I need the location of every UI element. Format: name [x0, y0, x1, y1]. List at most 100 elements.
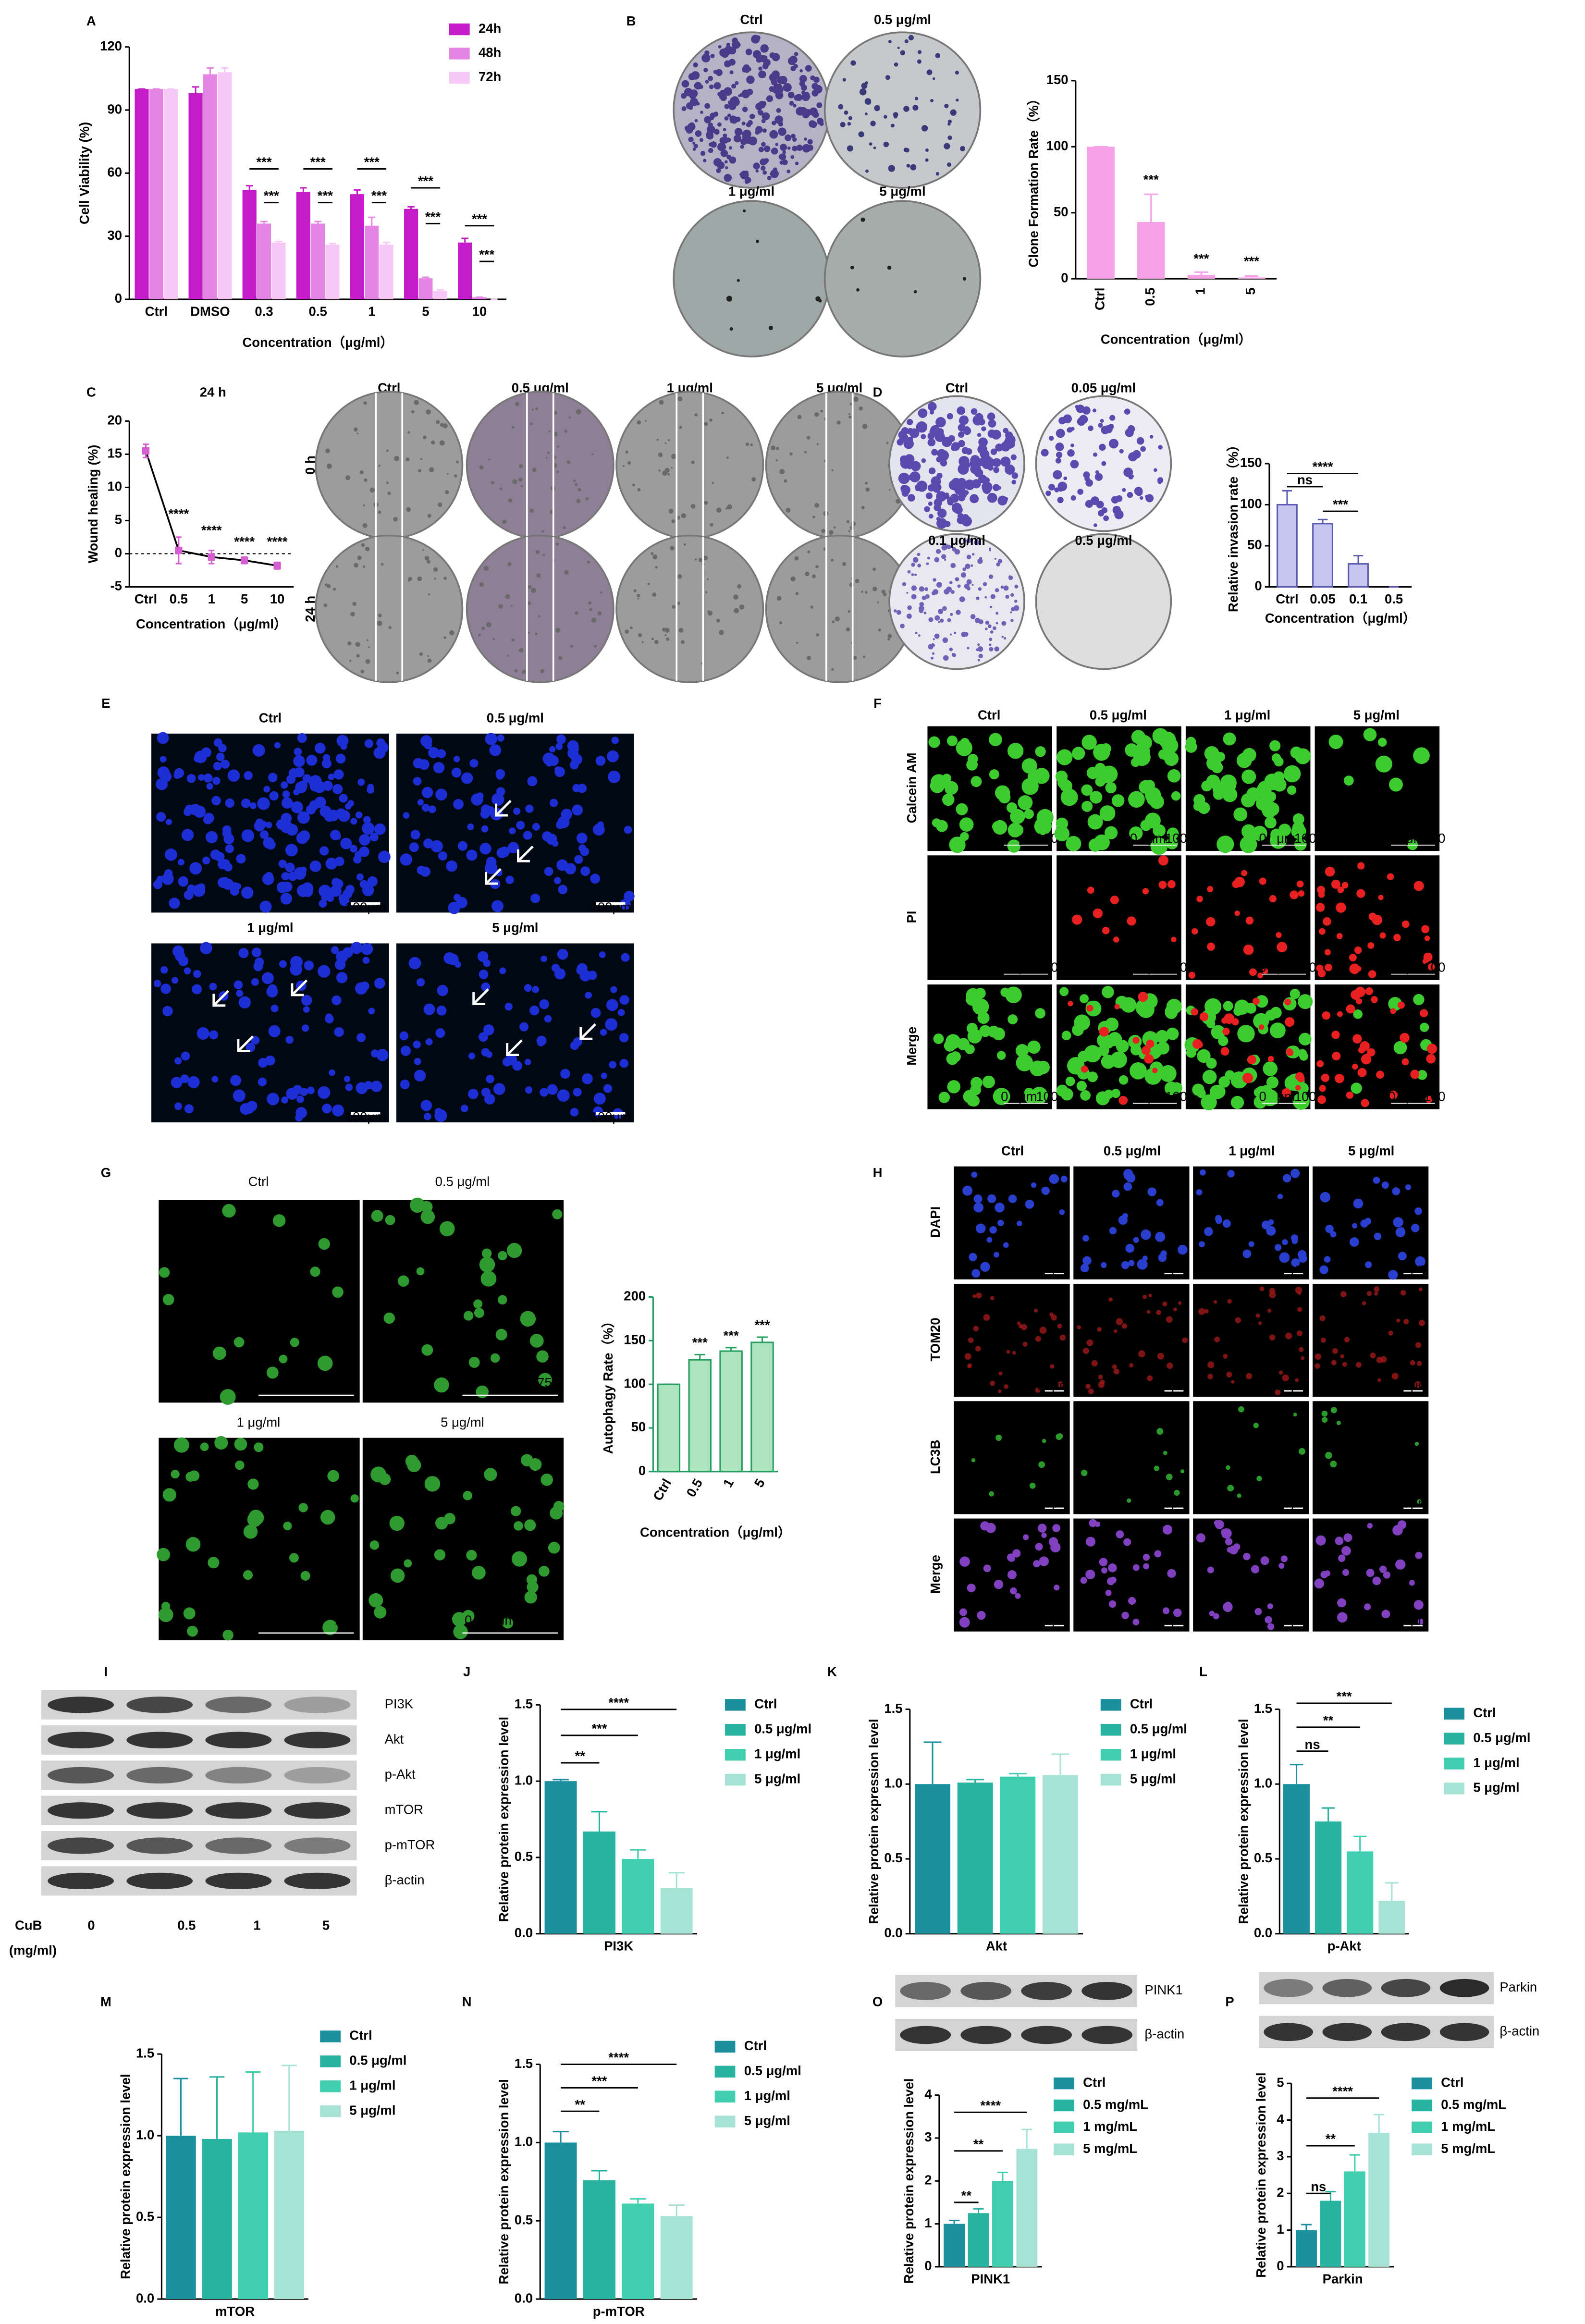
colony	[733, 594, 738, 600]
colony	[1056, 452, 1063, 458]
cell	[990, 1296, 995, 1301]
cell	[1162, 1607, 1170, 1614]
colony	[950, 563, 956, 568]
cell	[233, 1089, 246, 1102]
colony	[989, 638, 993, 641]
colony	[750, 443, 753, 446]
blot-band	[960, 2026, 1012, 2044]
cell	[421, 1344, 433, 1356]
colony	[708, 75, 713, 81]
colony	[492, 638, 495, 640]
colony	[911, 585, 917, 591]
colony	[921, 434, 926, 440]
cell	[376, 1049, 389, 1061]
x-axis-label: Concentration（μg/ml）	[1265, 611, 1416, 626]
blot-band	[48, 1802, 114, 1819]
column-label: 5 μg/ml	[1348, 1143, 1394, 1158]
colony	[983, 582, 987, 587]
cell	[1125, 743, 1139, 757]
cell	[238, 948, 249, 959]
colony	[805, 571, 810, 577]
colony	[511, 638, 515, 642]
cell	[544, 867, 553, 876]
cell	[361, 943, 373, 955]
cell	[1285, 1017, 1295, 1027]
colony	[907, 428, 914, 435]
cell	[246, 1043, 255, 1052]
cell	[198, 774, 205, 781]
cell	[310, 1267, 320, 1277]
cell	[434, 1109, 447, 1122]
cell	[1278, 1370, 1283, 1375]
colony	[944, 143, 950, 149]
colony	[946, 162, 952, 167]
cell	[360, 981, 369, 991]
cell	[1180, 1469, 1185, 1474]
cell	[950, 1051, 961, 1062]
cell	[414, 1070, 426, 1082]
blot-band	[205, 1697, 272, 1713]
cell	[588, 971, 597, 980]
cell	[1330, 1407, 1337, 1414]
cell	[998, 1389, 1002, 1393]
cell	[314, 742, 326, 754]
colony	[952, 653, 956, 657]
colony	[1003, 497, 1008, 502]
colony	[794, 556, 799, 561]
cell	[1017, 1220, 1022, 1227]
y-tick-label: 120	[100, 38, 122, 53]
cell	[1395, 1227, 1406, 1238]
cell	[200, 1442, 209, 1451]
cell	[1241, 870, 1248, 876]
cell	[1331, 879, 1340, 889]
scale-label: 100	[1036, 831, 1058, 846]
image-label: 0.5 μg/ml	[435, 1174, 490, 1189]
cell	[192, 984, 202, 995]
cell	[1035, 1387, 1041, 1393]
cell	[1076, 1081, 1087, 1091]
colony	[819, 121, 824, 126]
cell	[280, 893, 292, 905]
cell	[283, 873, 291, 880]
colony	[794, 95, 800, 101]
cell	[1085, 1000, 1102, 1017]
colony	[990, 630, 994, 634]
cell	[600, 1029, 607, 1036]
colony	[521, 485, 523, 487]
colony	[1128, 452, 1138, 462]
cell	[218, 744, 227, 752]
x-tick-label: PINK1	[971, 2272, 1010, 2287]
colony	[928, 514, 934, 519]
colony	[706, 125, 715, 134]
line	[145, 450, 278, 567]
cell	[241, 798, 251, 808]
cell	[1036, 1060, 1050, 1074]
colony	[748, 136, 758, 146]
cell	[1100, 743, 1111, 754]
y-tick-label: 200	[624, 1289, 646, 1303]
cell	[1234, 876, 1245, 887]
cell	[293, 867, 307, 880]
cell	[1346, 1004, 1355, 1014]
cell	[1273, 771, 1285, 783]
colony	[514, 669, 518, 673]
colony	[1085, 479, 1093, 487]
colony	[724, 104, 730, 109]
column-label: 5 μg/ml	[1353, 707, 1400, 722]
colony	[353, 427, 358, 432]
micrograph	[159, 1200, 360, 1403]
legend-label: Ctrl	[349, 2028, 372, 2043]
cell	[340, 837, 352, 849]
cell	[1029, 1482, 1036, 1489]
marker	[241, 556, 248, 564]
cell	[1127, 916, 1136, 926]
cell	[1417, 1070, 1427, 1080]
significance-label: ****	[267, 534, 288, 549]
significance-label: ****	[1313, 459, 1333, 474]
cell	[1425, 1095, 1433, 1103]
error-bar	[1374, 2114, 1385, 2133]
colony	[970, 455, 980, 465]
legend-swatch	[1412, 2077, 1432, 2090]
bar	[149, 89, 163, 299]
scale-label: 100	[1165, 960, 1187, 975]
